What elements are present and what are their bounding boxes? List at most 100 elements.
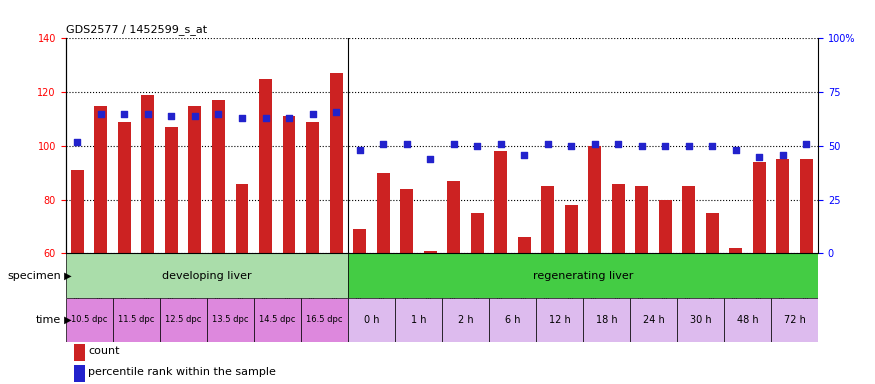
Bar [612,184,625,253]
Bar [395,298,442,342]
Point [634,143,648,149]
Point [212,111,226,117]
Text: 48 h: 48 h [737,314,759,325]
Point [776,151,790,157]
Bar [142,95,154,253]
Text: 1 h: 1 h [410,314,426,325]
Bar [306,122,319,253]
Bar [588,146,601,253]
Text: 11.5 dpc: 11.5 dpc [118,315,154,324]
Text: 6 h: 6 h [505,314,520,325]
Bar [682,186,696,253]
Bar [630,298,677,342]
Text: 13.5 dpc: 13.5 dpc [212,315,248,324]
Point [752,154,766,160]
Point [141,111,155,117]
Point [235,115,249,121]
Bar [724,298,771,342]
Text: percentile rank within the sample: percentile rank within the sample [88,367,276,377]
Point [612,141,626,147]
Text: 2 h: 2 h [458,314,473,325]
Bar [400,189,413,253]
Point [353,147,367,153]
Text: specimen: specimen [8,270,61,281]
Bar [564,205,578,253]
Text: time: time [36,314,61,325]
Text: ▶: ▶ [61,270,72,281]
Text: 12 h: 12 h [549,314,570,325]
Bar [235,184,248,253]
Bar [771,298,818,342]
Bar [113,298,160,342]
Bar [254,298,301,342]
Point [376,141,390,147]
Bar [677,298,724,342]
Bar [188,106,201,253]
Bar [283,116,296,253]
Point [117,111,131,117]
Bar [376,173,389,253]
Bar [730,248,742,253]
Bar [74,365,85,382]
Bar [66,253,348,298]
Point [305,111,319,117]
Bar [659,200,672,253]
Text: 0 h: 0 h [364,314,379,325]
Bar [800,159,813,253]
Point [588,141,602,147]
Bar [160,298,206,342]
Bar [494,151,507,253]
Text: 72 h: 72 h [784,314,806,325]
Bar [635,186,648,253]
Bar [330,73,342,253]
Text: 18 h: 18 h [596,314,617,325]
Text: GDS2577 / 1452599_s_at: GDS2577 / 1452599_s_at [66,24,206,35]
Point [188,113,202,119]
Text: regenerating liver: regenerating liver [533,270,634,281]
Bar [71,170,84,253]
Point [424,156,438,162]
Point [658,143,672,149]
Point [705,143,719,149]
Bar [536,298,583,342]
Point [70,139,84,145]
Point [541,141,555,147]
Bar [447,181,460,253]
Text: 12.5 dpc: 12.5 dpc [165,315,201,324]
Point [258,115,272,121]
Bar [348,253,818,298]
Bar [206,298,254,342]
Bar [706,213,718,253]
Bar [94,106,108,253]
Bar [471,213,484,253]
Text: 16.5 dpc: 16.5 dpc [306,315,342,324]
Point [164,113,178,119]
Point [446,141,460,147]
Point [517,151,531,157]
Point [493,141,507,147]
Point [400,141,414,147]
Text: ▶: ▶ [61,314,72,325]
Point [282,115,296,121]
Bar [583,298,630,342]
Point [470,143,484,149]
Bar [118,122,131,253]
Point [682,143,696,149]
Bar [165,127,178,253]
Point [800,141,814,147]
Point [94,111,108,117]
Text: 10.5 dpc: 10.5 dpc [71,315,108,324]
Bar [74,344,85,361]
Bar [348,298,395,342]
Bar [442,298,489,342]
Bar [301,298,348,342]
Text: developing liver: developing liver [162,270,251,281]
Point [729,147,743,153]
Bar [259,79,272,253]
Bar [752,162,766,253]
Point [329,108,343,114]
Text: 14.5 dpc: 14.5 dpc [259,315,296,324]
Text: 24 h: 24 h [642,314,664,325]
Bar [518,237,530,253]
Bar [489,298,536,342]
